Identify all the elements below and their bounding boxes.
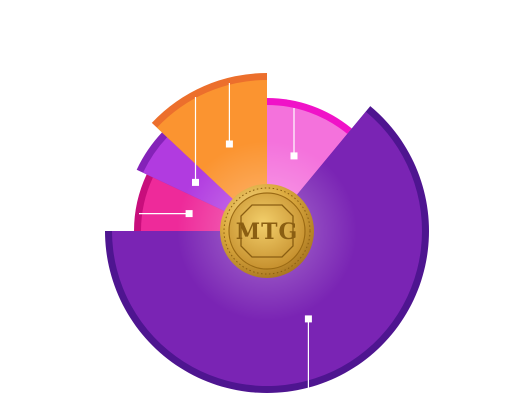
- mtg-coin-logo: MTG: [220, 184, 314, 278]
- leader-marker: [304, 315, 312, 323]
- coin-dotted-ring: [223, 187, 311, 275]
- leader-line-4: [192, 97, 199, 186]
- leader-line-1: [290, 108, 298, 160]
- leader-line-5: [225, 83, 233, 148]
- leader-marker: [225, 140, 233, 148]
- coin-label: MTG: [236, 219, 299, 245]
- leader-marker: [290, 152, 298, 160]
- coin-octagon: [240, 204, 294, 258]
- leader-line-2: [304, 315, 312, 388]
- leader-lines-layer: [139, 83, 312, 388]
- leader-marker: [192, 178, 199, 186]
- leader-line-3: [139, 210, 193, 218]
- coin-inner-disc: [228, 192, 306, 270]
- leader-marker: [185, 210, 193, 218]
